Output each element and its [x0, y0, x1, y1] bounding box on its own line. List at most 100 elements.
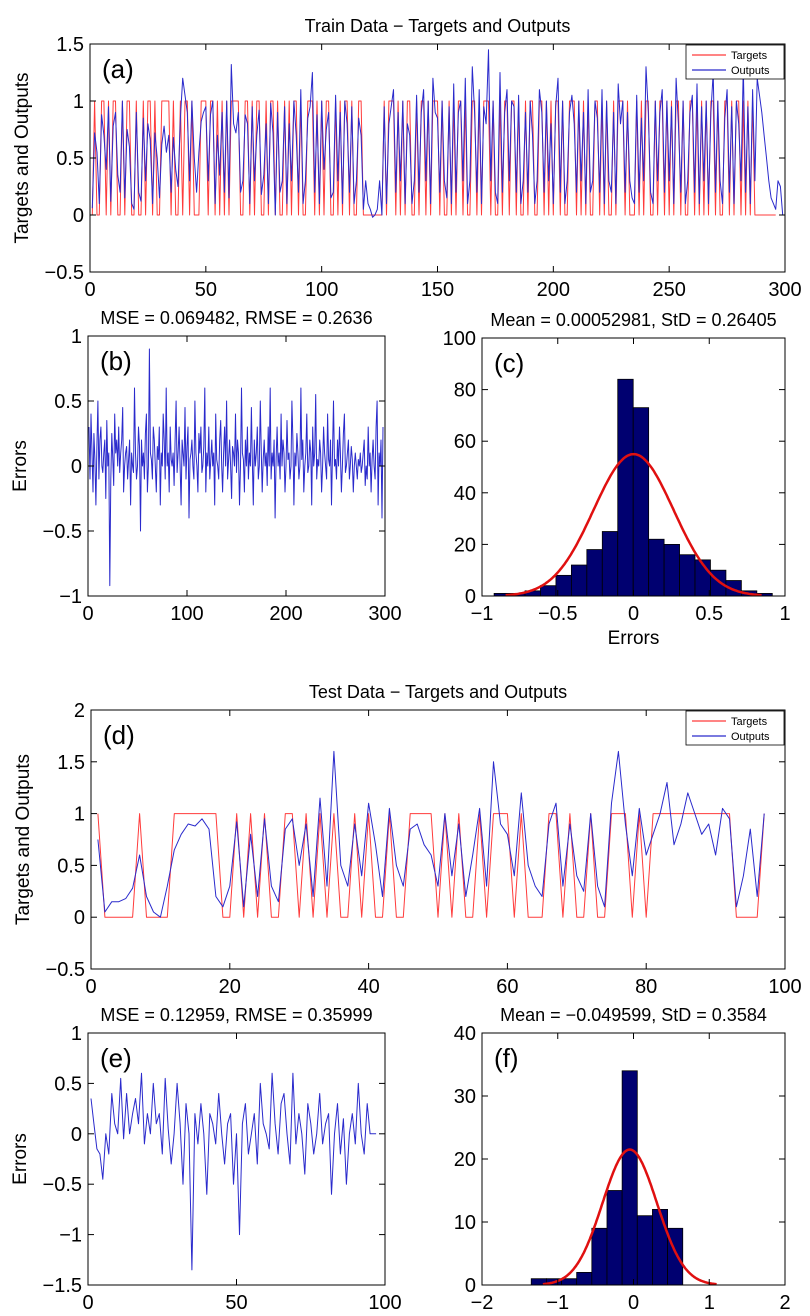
x-tick-label: 0 [82, 603, 93, 625]
legend: Targets Outputs [685, 710, 785, 746]
legend-box [685, 710, 785, 746]
panel-label: (a) [102, 54, 134, 84]
chart-title: Mean = −0.049599, StD = 0.3584 [500, 1005, 767, 1025]
x-tick-label: −2 [471, 1292, 494, 1314]
x-tick-label: 50 [225, 1292, 247, 1314]
legend: Targets Outputs [685, 44, 785, 80]
y-tick-label: 0 [71, 456, 82, 478]
panel-b: 0 100 200 300 −1 −0.5 0 0.5 1 MSE = 0.069482, RMS… [10, 308, 402, 625]
axes-box [90, 709, 786, 970]
plot-area [88, 348, 384, 587]
histogram-bar [648, 538, 665, 596]
panel-label: (f) [494, 1043, 519, 1073]
x-tick-label: 100 [305, 279, 338, 301]
axes-box [87, 1032, 386, 1286]
y-tick-label: 0.5 [54, 391, 82, 413]
x-tick-label: 80 [635, 976, 657, 998]
x-axis-label: Errors [608, 628, 660, 649]
y-tick-label: −1.5 [43, 1275, 82, 1297]
x-tick-label: 200 [269, 603, 302, 625]
x-tick-label: 100 [768, 976, 801, 998]
legend-box [685, 44, 785, 80]
y-tick-label: 2 [74, 700, 85, 722]
histogram-bar [617, 378, 634, 596]
panel-label: (c) [494, 348, 524, 378]
series-line-outputs [91, 49, 784, 218]
x-tick-label: 150 [421, 279, 454, 301]
histogram-bar [679, 554, 696, 596]
legend-label-targets: Targets [731, 50, 768, 62]
series-line-targets [97, 813, 765, 918]
legend-label-targets: Targets [731, 716, 768, 728]
x-tick-label: 0 [628, 1292, 639, 1314]
y-tick-label: 100 [443, 328, 476, 350]
normal-fit-curve [505, 452, 762, 596]
x-tick-label: −1 [546, 1292, 569, 1314]
y-tick-label: 1 [74, 804, 85, 826]
y-tick-label: 40 [454, 1023, 476, 1045]
histogram-bar [570, 564, 588, 596]
x-tick-label: −0.5 [538, 603, 577, 625]
y-tick-label: 1.5 [57, 752, 85, 774]
panel-c: −1 −0.5 0 0.5 1 0 20 40 60 80 100 Mean = 0.00052981… [443, 310, 791, 649]
series-line-errors [88, 348, 384, 587]
y-tick-label: 0.5 [57, 855, 85, 877]
y-tick-label: −0.5 [43, 521, 82, 543]
x-tick-label: 100 [368, 1292, 401, 1314]
histogram-bar [540, 585, 557, 596]
y-tick-label: 60 [454, 431, 476, 453]
x-tick-label: 0 [84, 279, 95, 301]
histogram-bar [576, 1272, 593, 1285]
y-tick-label: 0 [71, 1124, 82, 1146]
y-tick-label: 1.5 [56, 34, 84, 56]
chart-title: MSE = 0.12959, RMSE = 0.35999 [100, 1005, 372, 1025]
series-line-outputs [97, 750, 765, 918]
panel-label: (d) [103, 720, 135, 750]
y-tick-label: 80 [454, 380, 476, 402]
x-tick-label: 2 [779, 1292, 790, 1314]
x-tick-label: 0 [82, 1292, 93, 1314]
x-tick-label: 250 [652, 279, 685, 301]
x-tick-label: 1 [779, 603, 790, 625]
y-tick-label: 0.5 [56, 148, 84, 170]
y-tick-label: 40 [454, 483, 476, 505]
legend-label-outputs: Outputs [731, 731, 770, 743]
y-axis-label: Errors [10, 1133, 31, 1185]
x-tick-label: 0.5 [695, 603, 723, 625]
plot-area [97, 750, 765, 918]
y-tick-label: 10 [454, 1212, 476, 1234]
x-tick-label: 0 [85, 976, 96, 998]
histogram-bar [591, 1227, 608, 1285]
y-tick-label: 1 [73, 91, 84, 113]
y-tick-label: −0.5 [43, 1174, 82, 1196]
histogram-bar [586, 549, 603, 596]
y-tick-label: 20 [454, 1149, 476, 1171]
y-tick-label: 20 [454, 534, 476, 556]
plot-area [493, 378, 773, 596]
chart-title: MSE = 0.069482, RMSE = 0.2636 [100, 308, 372, 328]
y-tick-label: −0.5 [45, 262, 84, 284]
chart-title: Mean = 0.00052981, StD = 0.26405 [490, 310, 776, 330]
histogram-bar [606, 1190, 623, 1285]
legend-label-outputs: Outputs [731, 65, 770, 77]
y-tick-label: 30 [454, 1086, 476, 1108]
plot-area [91, 49, 784, 218]
x-tick-label: 300 [368, 603, 401, 625]
y-tick-label: 0 [465, 586, 476, 608]
chart-title: Test Data − Targets and Outputs [309, 682, 567, 702]
plot-area [530, 1070, 717, 1285]
y-tick-label: −1 [59, 1225, 82, 1247]
x-tick-label: 50 [195, 279, 217, 301]
histogram-bar [621, 1070, 638, 1285]
x-tick-label: 200 [537, 279, 570, 301]
y-tick-label: −0.5 [46, 959, 85, 981]
x-tick-label: 0 [628, 603, 639, 625]
histogram-bar [601, 531, 619, 596]
panel-label: (b) [100, 346, 132, 376]
panel-e: 0 50 100 −1.5 −1 −0.5 0 0.5 1 MSE = 0.12959, RMSE… [10, 1005, 402, 1314]
y-tick-label: 0.5 [54, 1073, 82, 1095]
series-line-errors [90, 1072, 377, 1271]
